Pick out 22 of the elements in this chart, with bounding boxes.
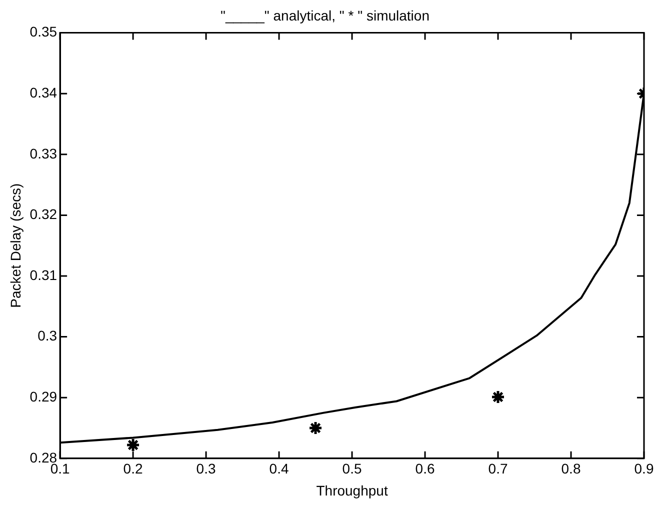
y-tick-label: 0.29 [30, 388, 58, 404]
x-tick-label: 0.5 [342, 460, 362, 477]
y-tick-label: 0.34 [30, 84, 58, 100]
x-tick-label: 0.9 [634, 460, 654, 477]
point [490, 390, 506, 404]
x-tick-label: 0.2 [123, 460, 143, 477]
x-axis-title: Throughput [316, 482, 388, 498]
x-tick-label: 0.4 [269, 460, 289, 477]
x-tick-label: 0.8 [561, 460, 581, 477]
y-tick-label: 0.3 [38, 328, 58, 344]
chart-title: "_____" analytical, " * " simulation [220, 7, 430, 24]
x-tick-label: 0.3 [196, 460, 216, 477]
y-tick-label: 0.31 [30, 266, 58, 283]
y-tick-label: 0.32 [30, 206, 58, 222]
x-tick-label: 0.6 [415, 460, 435, 477]
x-tick-label: 0.7 [488, 460, 508, 477]
y-tick-label: 0.35 [30, 24, 58, 40]
y-axis-title: Packet Delay (secs) [7, 183, 24, 308]
point [308, 420, 323, 436]
y-tick-label: 0.33 [30, 145, 58, 162]
point [126, 438, 140, 452]
y-tick-label: 0.28 [30, 449, 58, 466]
